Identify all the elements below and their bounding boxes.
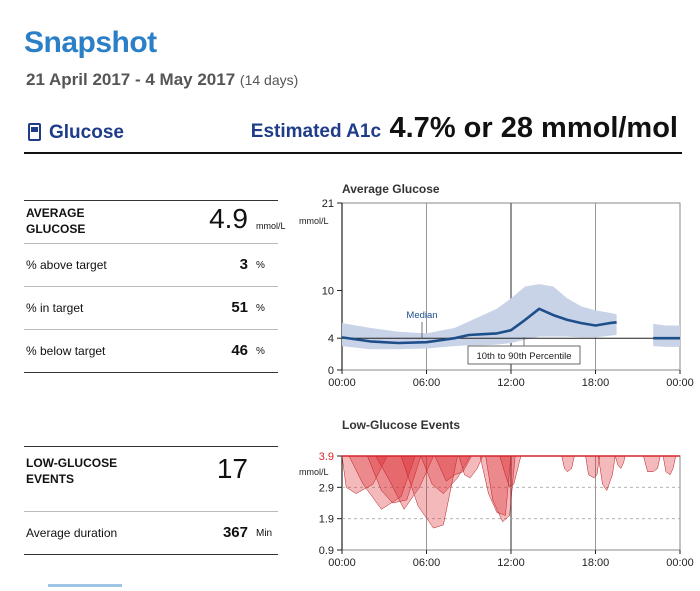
avg-x-tick-label: 12:00 bbox=[497, 377, 525, 389]
low-glucose-events-label: LOW-GLUCOSE EVENTS bbox=[26, 456, 118, 486]
date-range: 21 April 2017 - 4 May 2017 (14 days) bbox=[26, 70, 298, 90]
low-x-tick-label: 12:00 bbox=[497, 557, 525, 569]
in-target-label: % in target bbox=[26, 301, 84, 315]
above-target-unit: % bbox=[256, 260, 265, 271]
median-line bbox=[341, 307, 617, 345]
low-y-tick-label: 0.9 bbox=[319, 545, 334, 557]
date-range-text: 21 April 2017 - 4 May 2017 bbox=[26, 70, 236, 89]
low-x-tick-label: 00:00 bbox=[328, 557, 356, 569]
average-glucose-label: AVERAGE GLUCOSE bbox=[26, 206, 86, 236]
average-glucose-unit: mmol/L bbox=[256, 221, 286, 231]
median-label: Median bbox=[406, 310, 437, 321]
average-duration-row: Average duration 367 Min bbox=[24, 511, 278, 554]
glucose-section-label: Glucose bbox=[49, 122, 124, 143]
estimated-a1c-value: 4.7% or 28 mmol/mol bbox=[389, 112, 679, 144]
avg-y-tick-label: 4 bbox=[328, 333, 334, 345]
glucose-section-header: Glucose Estimated A1c 4.7% or 28 mmol/mo… bbox=[24, 112, 682, 154]
above-target-value: 3 bbox=[239, 256, 248, 273]
below-target-row: % below target 46 % bbox=[24, 329, 278, 372]
low-glucose-event bbox=[561, 455, 575, 473]
average-duration-unit: Min bbox=[256, 528, 273, 539]
low-glucose-events-table: LOW-GLUCOSE EVENTS 17 Average duration 3… bbox=[24, 446, 278, 555]
percentile-label: 10th to 90th Percentile bbox=[476, 351, 571, 362]
in-target-row: % in target 51 % bbox=[24, 286, 278, 329]
above-target-label: % above target bbox=[26, 258, 107, 272]
low-glucose-event bbox=[643, 455, 661, 472]
in-target-value: 51 bbox=[231, 299, 248, 316]
above-target-row: % above target 3 % bbox=[24, 243, 278, 286]
below-target-label: % below target bbox=[26, 344, 106, 358]
avg-x-tick-label: 00:00 bbox=[666, 377, 694, 389]
low-y-tick-label: 1.9 bbox=[319, 514, 334, 526]
avg-y-tick-label: 21 bbox=[322, 198, 334, 210]
avg-y-tick-label: 0 bbox=[328, 365, 334, 377]
low-x-tick-label: 18:00 bbox=[582, 557, 610, 569]
date-range-days: (14 days) bbox=[239, 72, 299, 88]
average-glucose-row: AVERAGE GLUCOSE 4.9 mmol/L bbox=[24, 201, 286, 243]
low-glucose-event bbox=[662, 455, 677, 476]
average-glucose-value: 4.9 bbox=[209, 203, 248, 234]
low-y-tick-label: 3.9 bbox=[319, 451, 334, 463]
avg-x-tick-label: 18:00 bbox=[582, 377, 610, 389]
low-x-tick-label: 00:00 bbox=[666, 557, 694, 569]
in-target-unit: % bbox=[256, 303, 265, 314]
below-target-value: 46 bbox=[231, 342, 248, 359]
percentile-band bbox=[653, 323, 680, 347]
percentile-band bbox=[342, 284, 617, 350]
avg-y-tick-label: 10 bbox=[322, 285, 334, 297]
low-y-tick-label: 2.9 bbox=[319, 482, 334, 494]
average-glucose-chart-title: Average Glucose bbox=[342, 182, 440, 196]
glucose-stats-table: AVERAGE GLUCOSE 4.9 mmol/L % above targe… bbox=[24, 200, 286, 373]
low-x-tick-label: 06:00 bbox=[413, 557, 441, 569]
low-glucose-events-value: 17 bbox=[216, 453, 248, 484]
low-glucose-events-row: LOW-GLUCOSE EVENTS 17 bbox=[24, 447, 278, 511]
low-glucose-event bbox=[614, 455, 626, 469]
glucose-sensor-icon bbox=[28, 123, 41, 141]
avg-x-tick-label: 06:00 bbox=[413, 377, 441, 389]
average-duration-label: Average duration bbox=[26, 526, 118, 540]
next-section-fragment bbox=[48, 584, 122, 587]
below-target-unit: % bbox=[256, 346, 265, 357]
low-glucose-event bbox=[585, 455, 600, 479]
average-duration-value: 367 bbox=[222, 524, 248, 541]
low-glucose-event bbox=[458, 455, 484, 479]
low-glucose-chart-title: Low-Glucose Events bbox=[342, 418, 461, 432]
estimated-a1c: Estimated A1c 4.7% or 28 mmol/mol bbox=[251, 112, 678, 145]
low-glucose-event bbox=[598, 455, 616, 492]
avg-y-axis-label: mmol/L bbox=[299, 216, 329, 226]
estimated-a1c-label: Estimated A1c bbox=[250, 121, 382, 142]
avg-x-tick-label: 00:00 bbox=[328, 377, 356, 389]
page-title: Snapshot bbox=[24, 26, 157, 59]
low-y-axis-label: mmol/L bbox=[299, 467, 329, 477]
